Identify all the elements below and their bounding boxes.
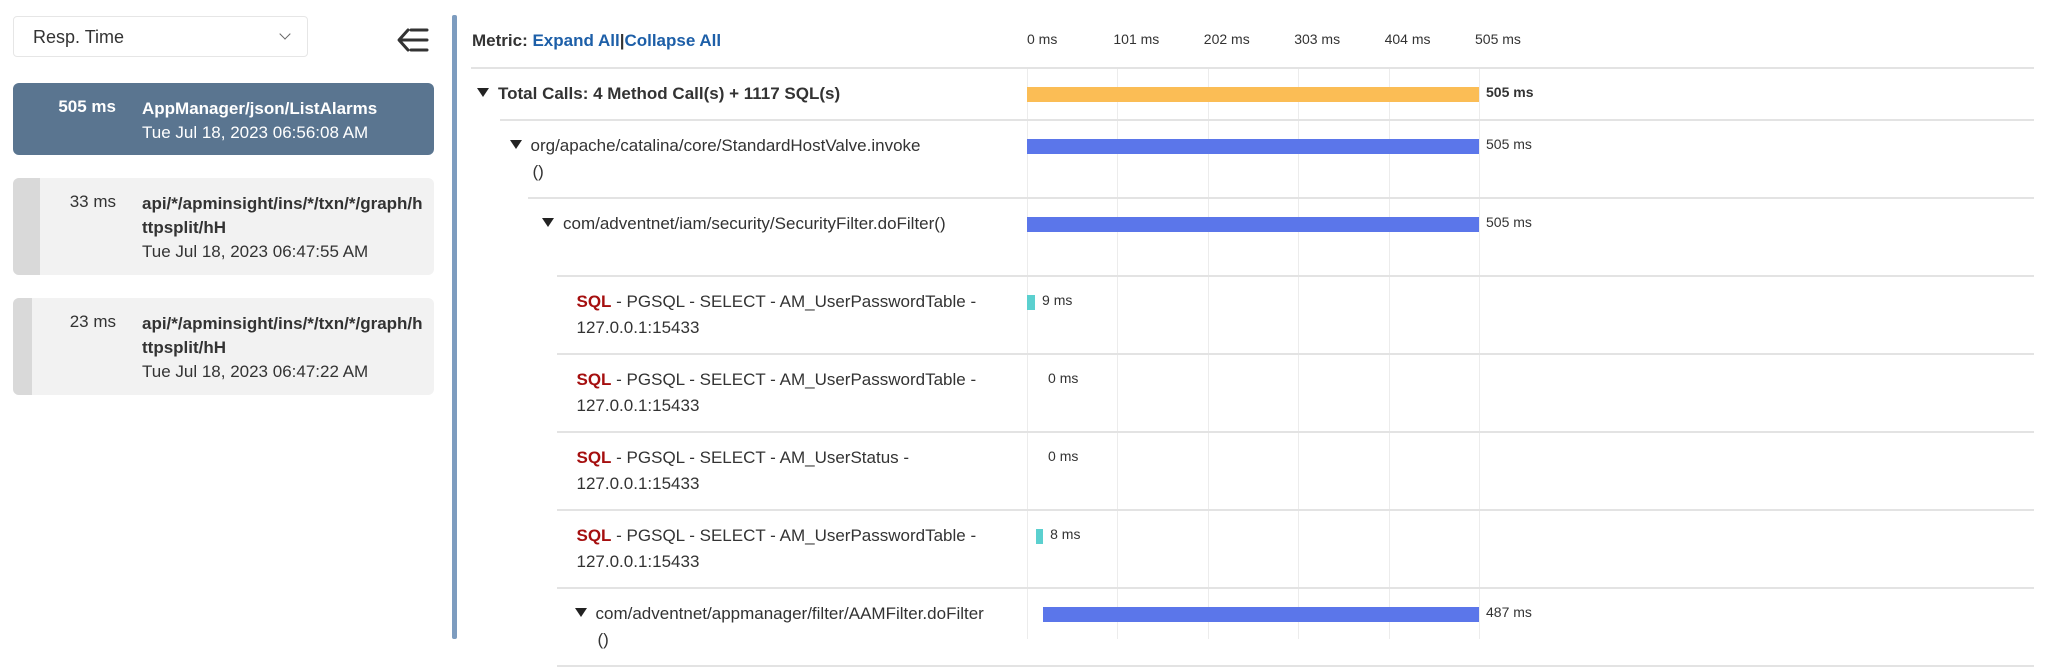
transaction-duration: 23 ms [69,312,116,331]
row-separator [499,119,2034,121]
duration-bar[interactable] [1027,217,1479,232]
axis-tick-label: 101 ms [1113,31,1160,47]
sql-query: - PGSQL - SELECT - AM_UserPasswordTable … [611,526,977,545]
transaction-name: api/*/apminsight/ins/*/txn/*/graph/https… [142,194,423,237]
metric-header: Metric: Expand All|Collapse All [472,31,721,51]
sql-host: 127.0.0.1:15433 [576,474,700,493]
sql-call-row[interactable]: SQL - PGSQL - SELECT - AM_UserPasswordTa… [577,367,1018,419]
collapse-menu-icon [397,28,429,52]
transaction-time: Tue Jul 18, 2023 06:47:55 AM [142,242,369,261]
row-separator [528,197,2034,199]
duration-label: 505 ms [1486,136,1532,152]
sql-host: 127.0.0.1:15433 [576,552,700,571]
transaction-item[interactable]: 505 ms AppManager/json/ListAlarms Tue Ju… [13,83,434,155]
method-call-row[interactable]: org/apache/catalina/core/StandardHostVal… [509,133,928,185]
duration-bar[interactable] [1035,529,1044,544]
duration-indicator [13,178,40,275]
duration-label: 505 ms [1486,214,1532,230]
axis-tick-label: 505 ms [1475,31,1521,47]
duration-bar[interactable] [1027,139,1479,154]
row-separator [557,275,2034,277]
duration-indicator [13,298,32,395]
metric-dropdown[interactable]: Resp. Time [13,16,308,57]
collapse-sidebar-button[interactable] [396,26,430,54]
method-name: com/adventnet/appmanager/filter/AAMFilte… [595,604,984,649]
sql-keyword: SQL [576,292,612,311]
axis-tick-label: 0 ms [1027,31,1058,47]
sql-call-row[interactable]: SQL - PGSQL - SELECT - AM_UserStatus - 12… [577,445,1018,497]
expand-all-link[interactable]: Expand All [532,31,620,50]
transaction-name: AppManager/json/ListAlarms [142,99,378,118]
transaction-name: api/*/apminsight/ins/*/txn/*/graph/https… [142,314,423,357]
metric-label: Metric: [472,31,528,50]
method-name: Total Calls: 4 Method Call(s) + 1117 SQL… [498,84,841,103]
sql-query: - PGSQL - SELECT - AM_UserPasswordTable … [611,370,977,389]
duration-bar[interactable] [1043,607,1479,622]
duration-label: 8 ms [1050,526,1081,542]
transaction-duration: 505 ms [58,97,116,116]
method-name: com/adventnet/iam/security/SecurityFilte… [563,214,946,233]
expand-triangle-icon[interactable] [509,140,522,150]
expand-triangle-icon[interactable] [477,88,489,98]
chevron-down-icon [279,28,291,40]
method-call-row[interactable]: Total Calls: 4 Method Call(s) + 1117 SQL… [477,81,1015,107]
duration-label: 0 ms [1048,448,1079,464]
duration-label: 0 ms [1048,370,1079,386]
duration-bar[interactable] [1027,295,1036,310]
axis-tick-label: 404 ms [1384,31,1431,47]
row-separator [557,509,2034,511]
duration-bar[interactable] [1027,87,1479,102]
transaction-duration: 33 ms [69,192,116,211]
expand-triangle-icon[interactable] [574,608,587,618]
duration-label: 9 ms [1042,292,1073,308]
transaction-time: Tue Jul 18, 2023 06:47:22 AM [142,362,369,381]
row-separator [557,431,2034,433]
sql-host: 127.0.0.1:15433 [576,318,700,337]
transaction-item[interactable]: 33 ms api/*/apminsight/ins/*/txn/*/graph… [13,178,434,275]
duration-label: 487 ms [1486,604,1532,620]
expand-triangle-icon[interactable] [542,218,554,228]
link-separator: | [619,31,625,50]
axis-tick-label: 303 ms [1294,31,1341,47]
method-call-row[interactable]: com/adventnet/iam/security/SecurityFilte… [542,211,960,237]
method-name: org/apache/catalina/core/StandardHostVal… [530,136,921,181]
panel-resize-handle[interactable] [452,15,457,639]
method-call-row[interactable]: com/adventnet/appmanager/filter/AAMFilte… [574,601,993,653]
transaction-time: Tue Jul 18, 2023 06:56:08 AM [142,123,369,142]
sql-query: - PGSQL - SELECT - AM_UserStatus - [611,448,910,467]
metric-dropdown-value: Resp. Time [33,27,125,47]
sql-call-row[interactable]: SQL - PGSQL - SELECT - AM_UserPasswordTa… [577,289,1018,341]
duration-label: 505 ms [1486,84,1534,100]
collapse-all-link[interactable]: Collapse All [624,31,722,50]
sql-keyword: SQL [576,370,612,389]
sql-keyword: SQL [576,526,612,545]
row-separator [471,67,2034,69]
sql-host: 127.0.0.1:15433 [576,396,700,415]
sql-call-row[interactable]: SQL - PGSQL - SELECT - AM_UserPasswordTa… [577,523,1018,575]
sql-query: - PGSQL - SELECT - AM_UserPasswordTable … [611,292,977,311]
axis-tick-label: 202 ms [1203,31,1250,47]
sql-keyword: SQL [576,448,612,467]
row-separator [557,587,2034,589]
transaction-item[interactable]: 23 ms api/*/apminsight/ins/*/txn/*/graph… [13,298,434,395]
row-separator [557,353,2034,355]
